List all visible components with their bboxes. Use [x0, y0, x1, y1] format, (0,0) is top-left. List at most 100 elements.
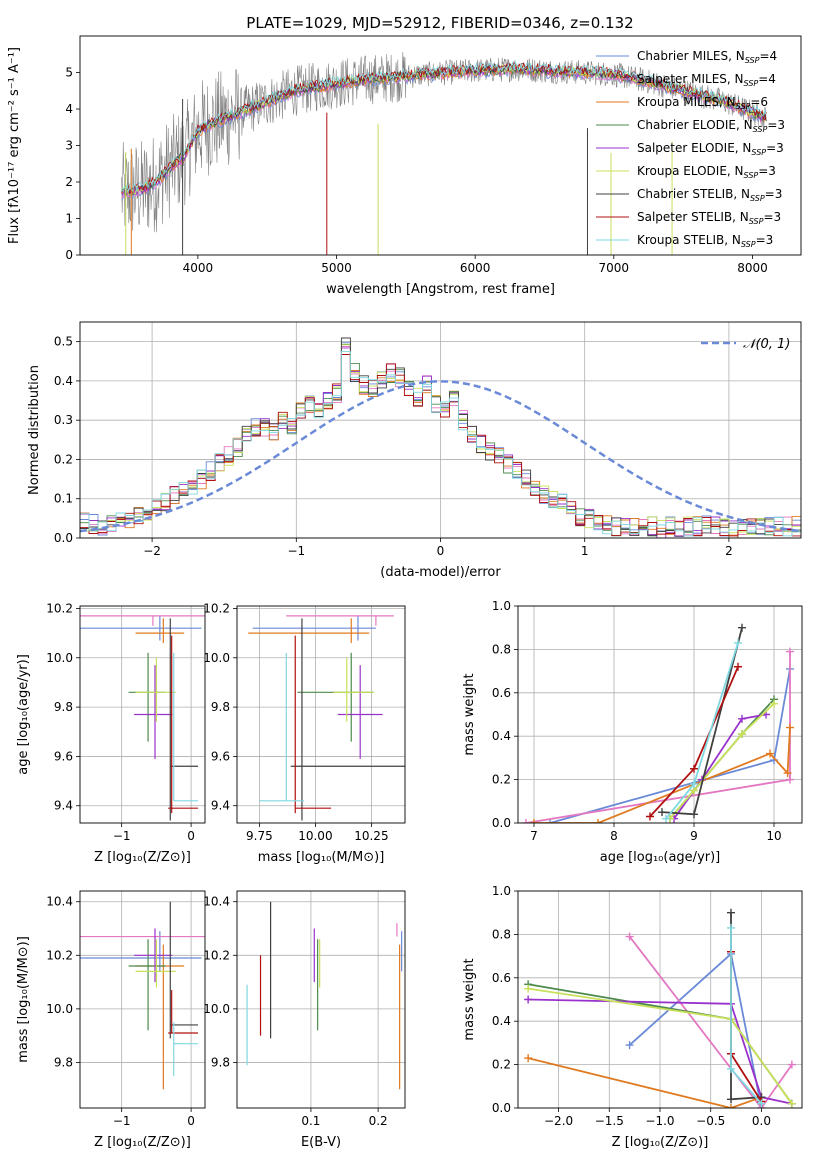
mass-weight-line [527, 1057, 762, 1108]
x-tick-label: −0.5 [696, 1114, 725, 1128]
y-tick-label: 0.8 [492, 927, 511, 941]
y-tick-label: 4 [65, 102, 73, 116]
legend-entry: Kroupa STELIB, NSSP=3 [637, 233, 773, 249]
x-tick-label: 9 [690, 829, 698, 843]
x-tick-label: 10.00 [298, 829, 332, 843]
x-tick-label: 8000 [737, 261, 768, 275]
mass-weight-marker [734, 662, 742, 671]
axes-frame [517, 605, 803, 824]
mass-weight-marker [625, 1041, 634, 1050]
x-tick-label: 5000 [321, 261, 352, 275]
mass-weight-marker [594, 819, 602, 823]
legend-entry: Chabrier STELIB, NSSP=3 [637, 187, 782, 203]
mass-weight-marker [734, 638, 742, 647]
residuals-panel: −2 −1 0 1 2 0.0 0.1 0.2 0.3 0.4 0.5 𝒩(0, 1) (data-mo… [27, 321, 802, 580]
mass-weight-line [730, 912, 762, 1101]
weight-vs-Z-panel: −2.0 −1.5 −1.0 −0.5 0.0 0.0 0.2 0.4 0.6 0.8 1.0 Z [… [462, 884, 803, 1150]
spectrum-panel: 4000 5000 6000 7000 8000 0 1 2 3 4 5 Chabrier MILES… [7, 35, 802, 297]
normal-distribution-curve [80, 380, 801, 533]
x-tick-label: 2 [725, 544, 733, 558]
y-tick-label: 0.5 [54, 335, 73, 349]
y-tick-label: 1.0 [492, 599, 511, 613]
age-vs-mass-plot-area [248, 615, 405, 821]
mass-weight-marker [727, 923, 735, 932]
x-tick-label: 8 [610, 829, 618, 843]
legend-entry: Salpeter ELODIE, NSSP=3 [637, 141, 784, 157]
x-axis-label: Z [log₁₀(Z/Z⊙)] [612, 1135, 709, 1150]
weight-vs-Z-plot-area [524, 908, 796, 1108]
mass-vs-Z-panel: −1 0 9.8 10.0 10.2 10.4 Z [log₁₀(Z/Z⊙)] mass [l… [16, 890, 206, 1150]
mass-weight-line [669, 702, 775, 820]
axes-frame [236, 890, 406, 1109]
x-axis-label: (data-model)/error [380, 565, 501, 580]
mass-weight-marker [738, 714, 746, 723]
y-tick-label: 9.4 [211, 799, 230, 813]
y-axis-label: age [log₁₀(age/yr)] [16, 654, 31, 775]
x-tick-label: 0.1 [301, 1114, 320, 1128]
age-vs-Z-plot-area [80, 615, 205, 821]
mass-weight-marker [690, 764, 698, 773]
mass-weight-marker [646, 812, 654, 821]
x-tick-label: 0.2 [369, 1114, 388, 1128]
mass-weight-marker [770, 699, 778, 708]
x-axis-label: Z [log₁₀(Z/Z⊙)] [94, 850, 191, 865]
mass-weight-line [665, 642, 739, 820]
mass-weight-line [628, 936, 793, 1108]
y-axis-label: mass weight [462, 673, 477, 755]
y-tick-label: 9.4 [54, 799, 73, 813]
mass-weight-line [528, 998, 793, 1105]
mass-vs-Z-plot-area [80, 901, 205, 1090]
spectrum-plot-area [121, 52, 767, 255]
weight-vs-age-panel: 7 8 9 10 0.0 0.2 0.4 0.6 0.8 1.0 age [log₁₀(age/yr… [462, 599, 803, 865]
legend-entry: Chabrier ELODIE, NSSP=3 [637, 118, 785, 134]
mass-weight-marker [786, 723, 794, 732]
y-tick-label: 0.6 [492, 971, 511, 985]
axes-frame [79, 321, 802, 539]
axes-frame [79, 890, 206, 1109]
y-tick-label: 9.8 [211, 1055, 230, 1069]
y-tick-label: 1 [65, 212, 73, 226]
legend-entry: Salpeter MILES, NSSP=4 [637, 72, 776, 88]
y-tick-label: 0.3 [54, 413, 73, 427]
x-axis-label: mass [log₁₀(M/M⊙)] [258, 850, 385, 865]
model-spectrum-line [121, 60, 767, 194]
x-tick-label: 0 [437, 544, 445, 558]
mass-weight-marker [727, 1104, 735, 1108]
y-tick-label: 10.4 [203, 895, 230, 909]
y-tick-label: 9.8 [54, 1055, 73, 1069]
x-axis-label: age [log₁₀(age/yr)] [600, 850, 721, 865]
y-axis-label: Normed distribution [27, 365, 42, 495]
y-tick-label: 0.0 [54, 531, 73, 545]
x-tick-label: 4000 [183, 261, 214, 275]
mass-weight-marker [727, 1064, 735, 1073]
y-tick-label: 0.2 [54, 452, 73, 466]
y-axis-label: mass weight [462, 958, 477, 1040]
x-tick-label: 0 [187, 829, 195, 843]
mass-weight-marker [727, 1095, 735, 1104]
y-tick-label: 10.0 [46, 651, 73, 665]
mass-weight-marker [783, 769, 792, 778]
y-tick-label: 0.8 [492, 642, 511, 656]
y-tick-label: 9.6 [54, 749, 73, 763]
y-tick-label: 10.4 [46, 895, 73, 909]
axes-frame [79, 605, 206, 824]
legend-entry: Kroupa ELODIE, NSSP=3 [637, 164, 776, 180]
mass-weight-line [525, 651, 791, 823]
mass-weight-marker [787, 1099, 796, 1108]
y-tick-label: 0.0 [492, 816, 511, 830]
y-tick-label: 0.1 [54, 492, 73, 506]
y-axis-label: mass [log₁₀(M/M⊙)] [16, 936, 31, 1063]
mass-weight-line [628, 952, 763, 1108]
y-tick-label: 10.2 [46, 601, 73, 615]
residuals-plot-area [80, 337, 801, 538]
x-tick-label: −1.5 [595, 1114, 624, 1128]
mass-weight-marker [625, 932, 634, 941]
x-axis-label: wavelength [Angstrom, rest frame] [326, 282, 555, 297]
mass-weight-marker [690, 779, 698, 788]
age-vs-mass-panel: 9.75 10.00 10.25 9.4 9.6 9.8 10.0 10.2 mass [log… [203, 601, 406, 865]
y-tick-label: 1.0 [492, 884, 511, 898]
legend-entry: 𝒩(0, 1) [743, 337, 790, 352]
axes-frame [79, 35, 802, 256]
x-axis-label: E(B-V) [301, 1135, 341, 1150]
